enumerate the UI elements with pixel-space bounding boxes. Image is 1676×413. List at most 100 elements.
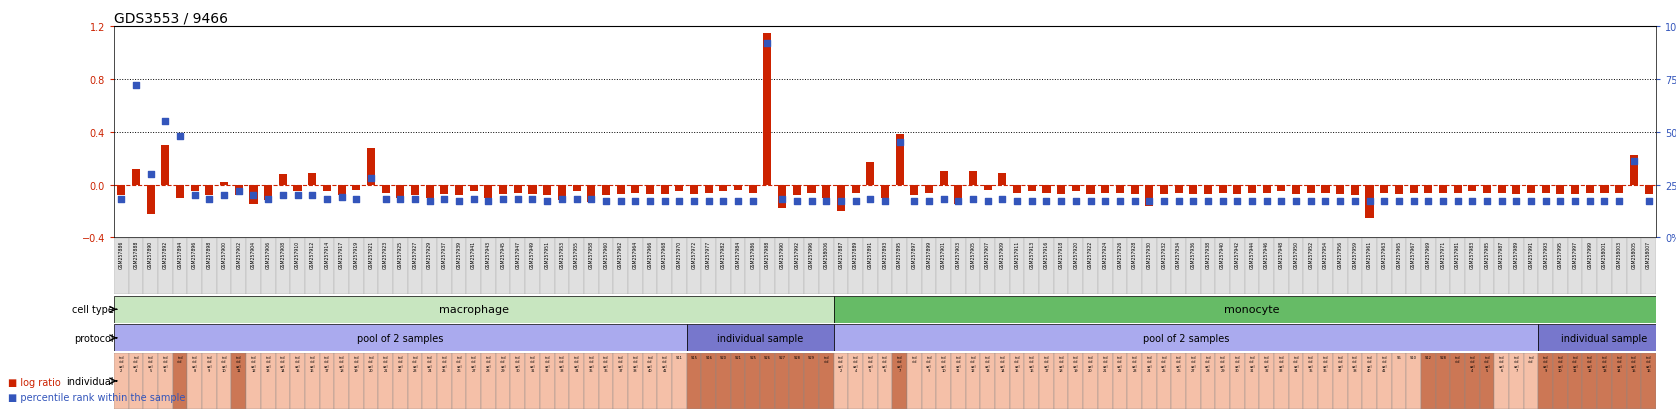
Text: ind
vid: ind vid xyxy=(823,355,830,363)
Point xyxy=(665,199,692,205)
Text: GSM258001: GSM258001 xyxy=(1602,240,1607,268)
Bar xyxy=(364,353,379,409)
Bar xyxy=(687,325,833,351)
Bar xyxy=(1277,185,1285,192)
Bar xyxy=(1187,239,1200,294)
Bar xyxy=(540,353,555,409)
Text: GSM257889: GSM257889 xyxy=(853,240,858,268)
Bar xyxy=(1554,239,1567,294)
Bar xyxy=(1156,353,1172,409)
Bar xyxy=(763,33,771,185)
Text: ind
vid
ual
41: ind vid ual 41 xyxy=(1381,355,1388,373)
Text: GSM257992: GSM257992 xyxy=(794,240,799,268)
Text: GSM257940: GSM257940 xyxy=(1220,240,1225,268)
Bar xyxy=(1200,239,1215,294)
Bar xyxy=(851,185,860,193)
Text: GSM257927: GSM257927 xyxy=(412,240,417,268)
Text: GSM257990: GSM257990 xyxy=(779,240,784,268)
Point xyxy=(769,197,796,203)
Point xyxy=(270,192,297,199)
Bar xyxy=(1289,239,1304,294)
Point xyxy=(1562,199,1589,205)
Bar xyxy=(907,353,922,409)
Bar xyxy=(1321,185,1329,193)
Bar xyxy=(1366,185,1374,218)
Bar xyxy=(1249,185,1255,193)
Bar xyxy=(158,239,173,294)
Bar xyxy=(1058,185,1066,195)
Point xyxy=(211,192,238,199)
Bar xyxy=(980,353,996,409)
Point xyxy=(1078,199,1104,205)
Text: GSM257926: GSM257926 xyxy=(1118,240,1123,268)
Point xyxy=(1150,199,1177,205)
Bar xyxy=(820,353,833,409)
Bar xyxy=(1039,353,1054,409)
Text: ind
vid
ual
33: ind vid ual 33 xyxy=(560,355,565,373)
Point xyxy=(1518,199,1545,205)
Bar xyxy=(382,185,391,193)
Bar xyxy=(1054,239,1069,294)
Bar xyxy=(308,173,317,185)
Bar xyxy=(1289,353,1304,409)
Point xyxy=(1063,199,1089,205)
Text: ind
vid
ual
22: ind vid ual 22 xyxy=(397,355,404,373)
Bar xyxy=(820,239,833,294)
Bar xyxy=(437,239,453,294)
Bar xyxy=(1539,239,1554,294)
Text: GSM257984: GSM257984 xyxy=(736,240,741,268)
Point xyxy=(593,199,620,205)
Point xyxy=(372,197,399,203)
Text: GSM257899: GSM257899 xyxy=(927,240,932,268)
Text: ind
vid
ual
21: ind vid ual 21 xyxy=(382,355,389,373)
Bar xyxy=(1557,185,1564,195)
Text: ind
vid: ind vid xyxy=(912,355,917,363)
Point xyxy=(1532,199,1559,205)
Bar xyxy=(704,185,712,193)
Bar xyxy=(583,239,598,294)
Bar xyxy=(206,185,213,196)
Bar xyxy=(114,296,833,323)
Bar xyxy=(278,175,287,185)
Text: ind
vid
ual
31: ind vid ual 31 xyxy=(530,355,535,373)
Bar xyxy=(1351,185,1359,196)
Text: GSM257938: GSM257938 xyxy=(1205,240,1210,268)
Bar xyxy=(437,353,453,409)
Text: ind
vid
ual
11: ind vid ual 11 xyxy=(955,355,960,373)
Bar xyxy=(1039,239,1054,294)
Bar xyxy=(1498,185,1505,193)
Bar xyxy=(1203,185,1212,195)
Bar xyxy=(657,239,672,294)
Point xyxy=(298,192,325,199)
Point xyxy=(1254,199,1280,205)
Bar xyxy=(1468,185,1477,192)
Bar xyxy=(1539,325,1671,351)
Bar xyxy=(1116,185,1125,193)
Bar xyxy=(320,239,334,294)
Point xyxy=(1473,199,1500,205)
Bar xyxy=(1098,353,1113,409)
Bar xyxy=(1601,185,1609,193)
Bar xyxy=(833,239,848,294)
Text: GSM257950: GSM257950 xyxy=(1294,240,1299,268)
Text: GSM257947: GSM257947 xyxy=(515,240,520,268)
Text: GSM257893: GSM257893 xyxy=(883,240,887,268)
Bar xyxy=(1523,239,1539,294)
Bar xyxy=(441,185,449,195)
Text: ind
vid
ual
30: ind vid ual 30 xyxy=(1235,355,1240,373)
Bar xyxy=(1332,353,1348,409)
Bar xyxy=(1259,353,1274,409)
Text: ind
vid
ual
2: ind vid ual 2 xyxy=(838,355,843,373)
Text: ind
vid
ual
37: ind vid ual 37 xyxy=(1337,355,1342,373)
Bar xyxy=(691,185,699,195)
Bar xyxy=(515,185,521,193)
Point xyxy=(652,199,679,205)
Bar xyxy=(555,239,570,294)
Text: ind
vid
ual
32: ind vid ual 32 xyxy=(1264,355,1269,373)
Bar xyxy=(789,239,804,294)
Bar xyxy=(863,239,878,294)
Bar xyxy=(878,239,892,294)
Bar xyxy=(1128,239,1141,294)
Point xyxy=(520,197,546,203)
Text: ind
vid
ual
4: ind vid ual 4 xyxy=(132,355,139,373)
